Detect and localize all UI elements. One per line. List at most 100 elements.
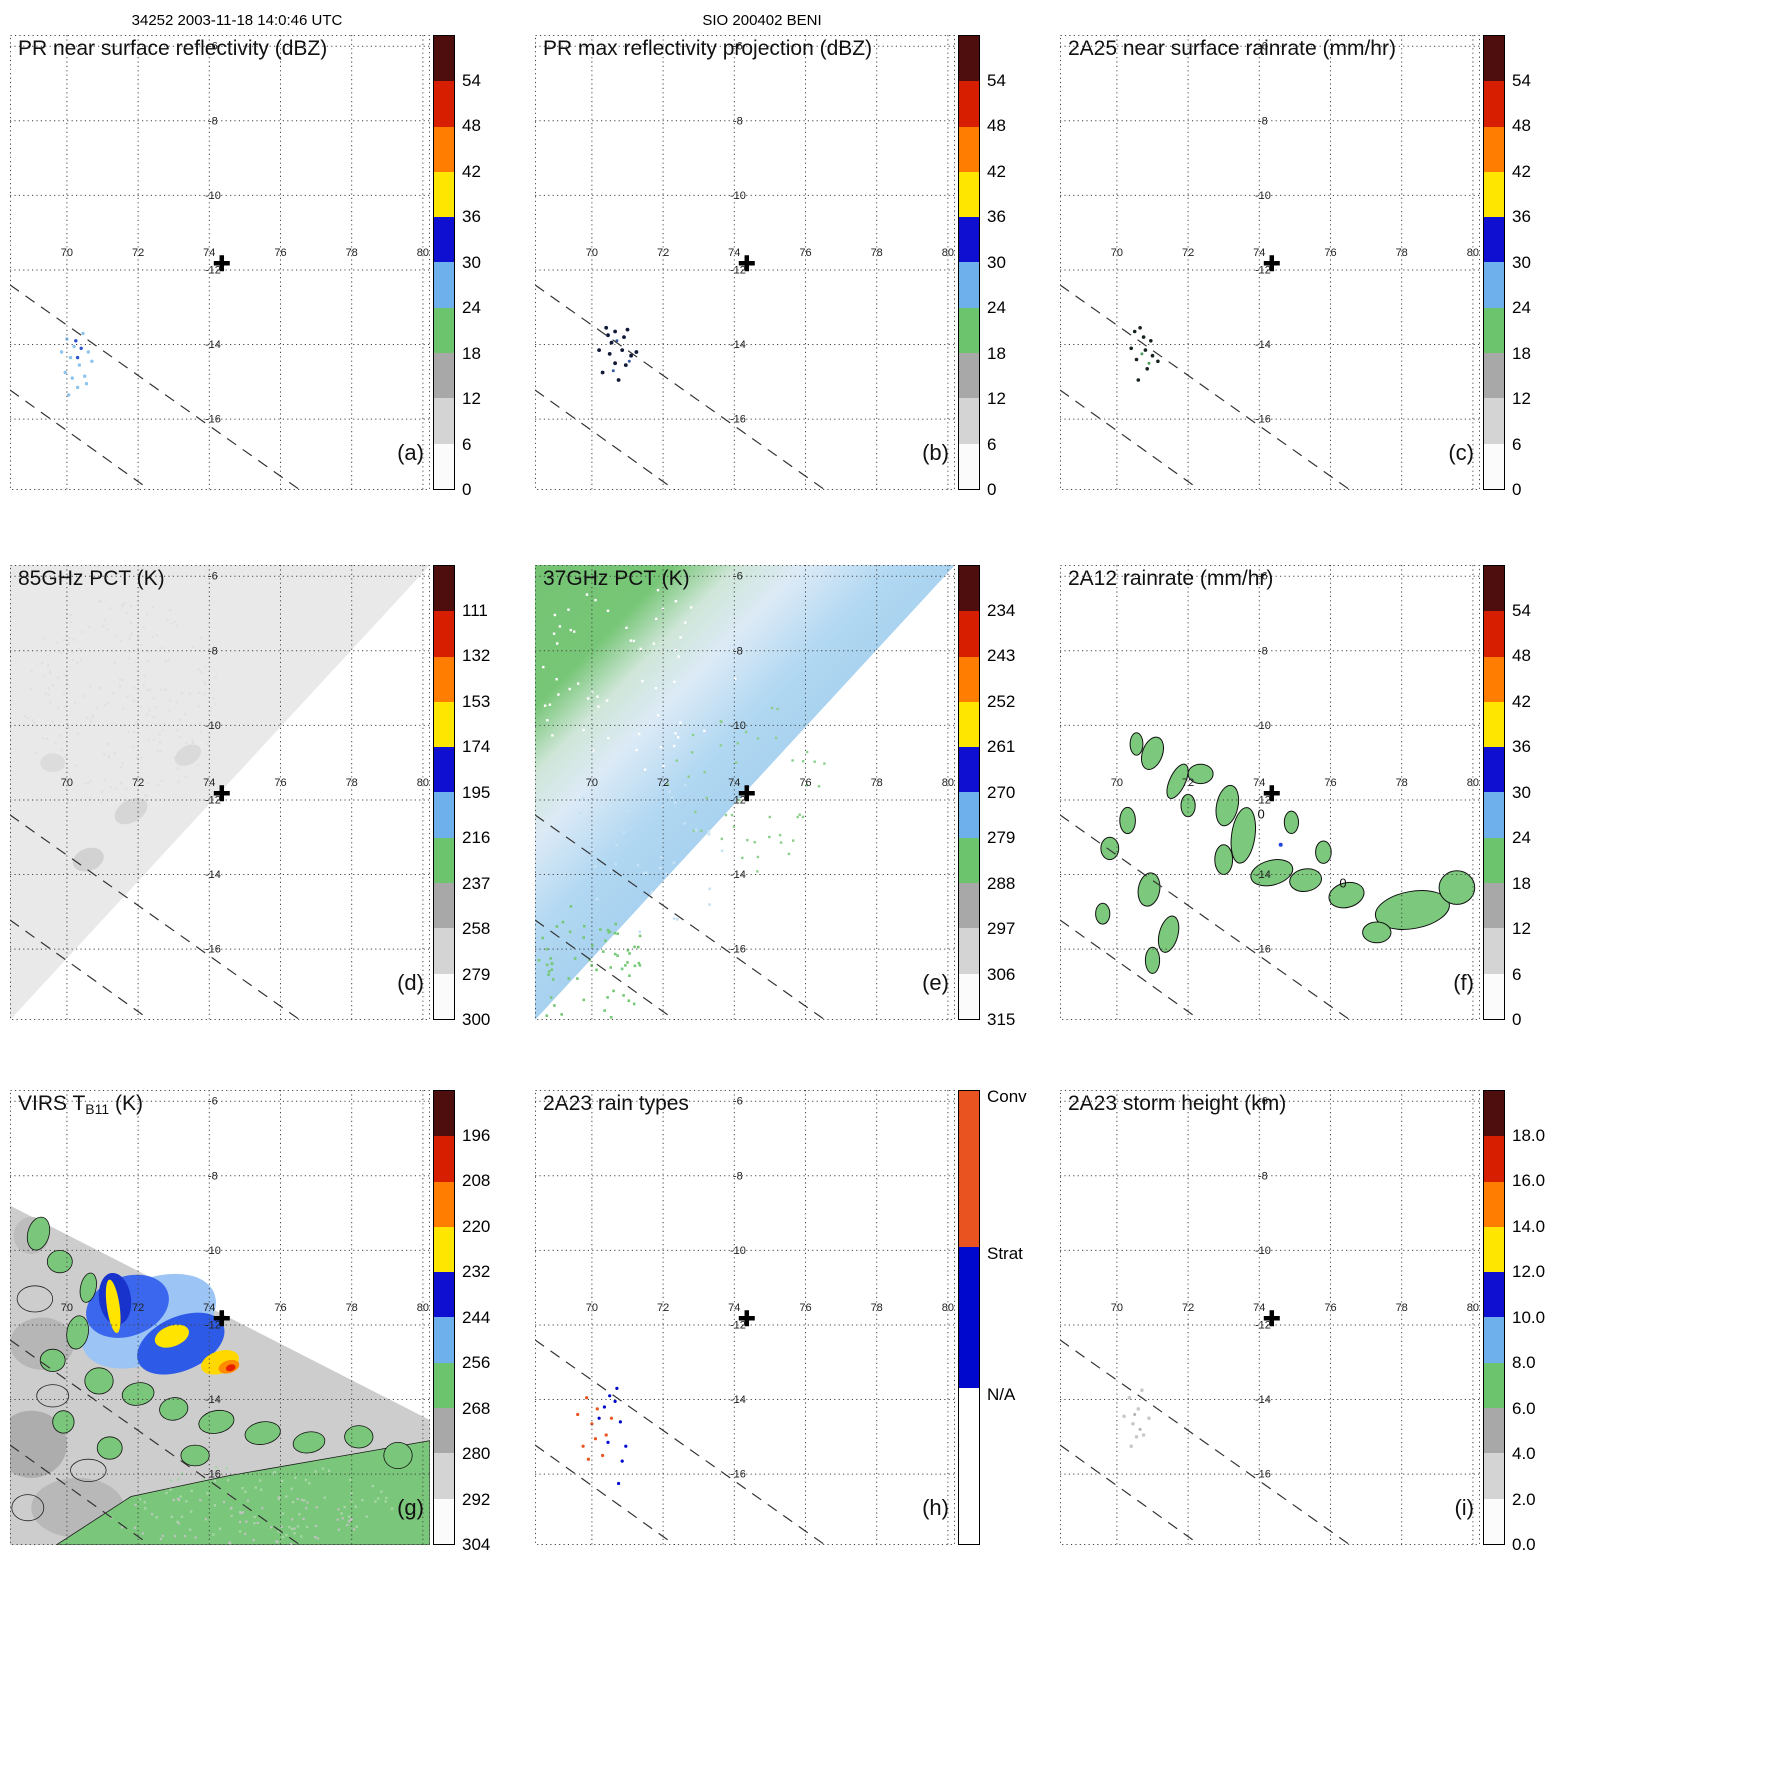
panel-d-colorbar-tick: 237 [462,873,491,893]
panel-c-tick-labels: 70 72 74 76 78 80 -6 -8 -10 -12 -14 -16 [1111,41,1479,426]
svg-text:-10: -10 [205,190,221,202]
panel-b-swath-edges [535,284,826,490]
panel-g-colorbar-tick: 280 [462,1444,491,1463]
panel-d-letter: (d) [397,970,424,995]
svg-text:74: 74 [203,1302,215,1314]
panel-a-colorbar-tick: 0 [462,480,472,499]
svg-text:78: 78 [871,247,883,259]
svg-text:-16: -16 [1255,1469,1271,1481]
svg-text:76: 76 [274,777,286,789]
panel-i-colorbar-tick: 6.0 [1512,1398,1536,1418]
panel-e-colorbar-tick: 279 [987,828,1016,847]
svg-text:-10: -10 [1255,190,1271,202]
svg-text:-16: -16 [730,414,746,426]
svg-text:-14: -14 [1255,1394,1271,1406]
svg-text:-16: -16 [205,944,221,956]
svg-text:-10: -10 [205,720,221,732]
svg-text:-8: -8 [208,115,218,127]
svg-text:-12: -12 [1255,265,1271,277]
svg-text:-6: -6 [1258,571,1268,583]
svg-text:78: 78 [871,777,883,789]
panel-b-map: 70 72 74 76 78 80 -6 -8 -10 -12 -14 -16 PR max refle… [535,35,955,490]
panel-e-colorbar-tick: 234 [987,600,1016,620]
svg-text:-14: -14 [730,869,746,881]
svg-text:-6: -6 [1258,1096,1268,1108]
svg-text:-8: -8 [1258,645,1268,657]
svg-text:80: 80 [942,1302,954,1314]
panel-e-colorbar-tick: 306 [987,964,1016,984]
panel-i-colorbar-tick: 12.0 [1512,1262,1546,1281]
panel-e-tick-labels: 70 72 74 76 78 80 -6 -8 -10 -12 -14 -16 [586,571,954,956]
panel-e-center-cross [738,785,755,802]
panel-a-colorbar-tick: 6 [462,434,472,454]
panel-a-colorbar-tick: 54 [462,70,481,90]
svg-text:78: 78 [871,1302,883,1314]
panel-i-colorbar-tick: 18.0 [1512,1125,1546,1145]
panel-f-colorbar-tick: 48 [1512,646,1531,665]
svg-text:-8: -8 [1258,1170,1268,1182]
panel-b-title: PR max reflectivity projection (dBZ) [543,37,872,60]
svg-text:70: 70 [586,247,598,259]
svg-text:78: 78 [346,777,358,789]
panel-h-colorbar [958,1090,980,1545]
panel-a-colorbar-tick: 36 [462,207,481,226]
panel-d-colorbar-tick: 174 [462,737,491,756]
panel-f-colorbar-tick: 12 [1512,919,1531,938]
svg-text:72: 72 [657,777,669,789]
svg-text:-16: -16 [205,414,221,426]
svg-text:-6: -6 [733,571,743,583]
panel-b-data-layers [597,325,639,382]
svg-text:-14: -14 [205,869,221,881]
svg-text:76: 76 [1324,777,1336,789]
svg-text:80: 80 [1467,1302,1479,1314]
svg-text:72: 72 [1182,1302,1194,1314]
svg-text:70: 70 [586,1302,598,1314]
panel-i-gridlines [1060,1090,1480,1545]
panel-g-colorbar-tick: 208 [462,1171,491,1190]
panel-e-colorbar [958,565,980,1020]
panel-e-map: 70 72 74 76 78 80 -6 -8 -10 -12 -14 -16 37GHz PCT (K… [535,565,955,1020]
panel-d-colorbar-tick: 195 [462,782,491,802]
panel-a-data-layers [59,331,94,397]
svg-text:72: 72 [132,1302,144,1314]
panel-a-colorbar-tick: 30 [462,252,481,272]
panel-h-center-cross [738,1310,755,1327]
panel-c-colorbar-tick: 18 [1512,343,1531,363]
panel-i-swath-edges [1060,1339,1351,1545]
svg-text:-6: -6 [733,41,743,53]
panel-g-gridlines [10,1090,430,1545]
panel-c-colorbar-tick: 36 [1512,207,1531,226]
svg-text:-6: -6 [733,1096,743,1108]
svg-text:74: 74 [1253,247,1265,259]
panel-b-gridlines [535,35,955,490]
panel-d-colorbar-tick: 300 [462,1010,491,1029]
panel-i-colorbar-tick: 4.0 [1512,1444,1536,1463]
panel-b-colorbar-tick: 24 [987,298,1006,317]
panel-g-map: 70 72 74 76 78 80 -6 -8 -10 -12 -14 -16 VIRS TB11 (K… [10,1090,430,1545]
panel-i-plot: 70 72 74 76 78 80 -6 -8 -10 -12 -14 -16 2A23 storm h… [1060,1090,1480,1545]
panel-d-colorbar-tick: 111 [462,600,488,620]
panel-f-letter: (f) [1453,970,1474,995]
panel-a-colorbar-tick: 48 [462,116,481,135]
panel-e-colorbar-tick: 270 [987,782,1016,802]
svg-text:70: 70 [61,247,73,259]
panel-g-colorbar-tick: 196 [462,1125,491,1145]
panel-c-data-layers [1129,326,1160,382]
svg-text:-12: -12 [205,1320,221,1332]
panel-d-colorbar-tick: 279 [462,964,491,984]
svg-text:-8: -8 [733,645,743,657]
panel-b-colorbar-tick: 54 [987,70,1006,90]
panel-f-colorbar-tick: 42 [1512,691,1531,711]
svg-text:78: 78 [346,1302,358,1314]
svg-text:72: 72 [132,247,144,259]
panel-c-letter: (c) [1448,440,1474,465]
panel-e-colorbar-tick: 261 [987,737,1016,756]
svg-text:-6: -6 [208,571,218,583]
svg-text:70: 70 [1111,777,1123,789]
panel-b-colorbar [958,35,980,490]
panel-e-colorbar-tick: 297 [987,919,1016,938]
panel-g-colorbar-tick: 256 [462,1353,491,1372]
svg-text:-8: -8 [208,645,218,657]
panel-e-plot: 70 72 74 76 78 80 -6 -8 -10 -12 -14 -16 37GHz PCT (K… [535,565,955,1020]
